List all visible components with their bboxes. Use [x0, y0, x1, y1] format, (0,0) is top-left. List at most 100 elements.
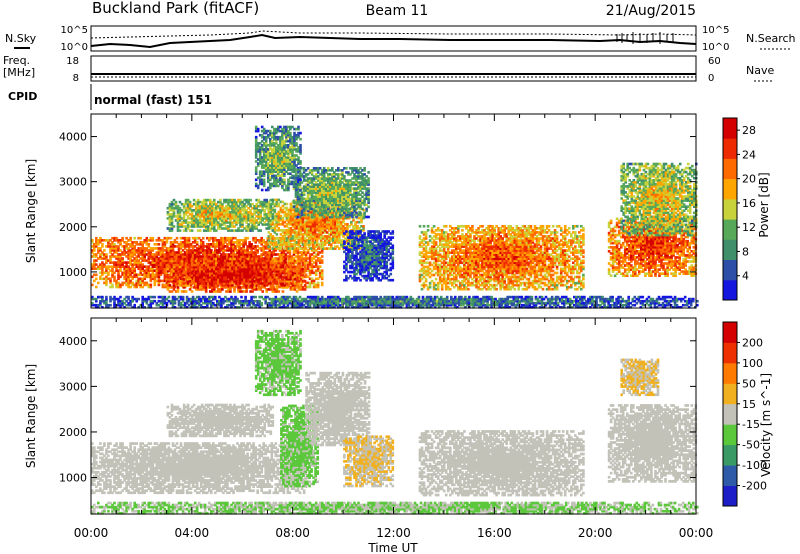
power-data-cell	[280, 255, 284, 258]
power-data-cell	[262, 261, 265, 264]
power-data-cell	[181, 241, 185, 244]
power-data-cell	[117, 239, 120, 242]
power-data-cell	[95, 273, 98, 277]
power-data-cell	[153, 247, 157, 250]
power-data-cell	[208, 243, 211, 246]
power-data-cell	[115, 239, 118, 242]
power-data-cell	[201, 241, 205, 244]
power-data-cell	[135, 279, 138, 283]
power-data-cell	[212, 255, 215, 258]
power-data-cell	[302, 213, 306, 217]
power-data-cell	[254, 241, 257, 244]
power-data-cell	[187, 249, 191, 252]
power-data-cell	[187, 251, 191, 254]
power-data-cell	[127, 247, 130, 250]
power-data-cell	[145, 281, 149, 285]
power-data-cell	[125, 279, 128, 283]
power-data-cell	[111, 275, 114, 279]
cpid-label: CPID	[8, 90, 37, 103]
power-data-cell	[165, 251, 169, 254]
power-data-cell	[206, 245, 209, 248]
power-data-cell	[93, 261, 96, 264]
power-data-cell	[203, 255, 207, 258]
power-data-cell	[147, 285, 151, 289]
power-data-cell	[111, 255, 114, 258]
power-data-cell	[234, 241, 237, 244]
power-data-cell	[131, 245, 134, 248]
power-data-cell	[181, 265, 185, 268]
power-data-cell	[101, 245, 104, 248]
power-data-cell	[119, 257, 122, 260]
power-data-cell	[125, 241, 128, 244]
power-data-cell	[214, 239, 217, 242]
power-data-cell	[175, 241, 179, 244]
power-data-cell	[185, 255, 189, 258]
power-data-cell	[179, 251, 183, 254]
power-data-cell	[210, 245, 213, 248]
power-data-cell	[125, 265, 128, 268]
freq-label: Freq.	[3, 54, 30, 67]
power-data-cell	[131, 269, 134, 272]
power-data-cell	[121, 239, 124, 242]
power-data-cell	[153, 273, 157, 277]
power-data-cell	[139, 251, 142, 254]
power-data-cell	[188, 200, 192, 204]
power-data-cell	[303, 280, 307, 283]
power-data-cell	[183, 255, 187, 258]
power-data-cell	[226, 249, 229, 252]
power-data-cell	[157, 277, 161, 281]
power-data-cell	[254, 245, 257, 248]
power-data-cell	[137, 279, 140, 283]
power-data-cell	[105, 281, 108, 285]
power-data-cell	[137, 273, 140, 277]
power-data-cell	[214, 247, 217, 250]
power-data-cell	[127, 281, 130, 285]
power-data-cell	[141, 263, 144, 266]
power-data-cell	[127, 249, 130, 252]
power-data-cell	[117, 259, 120, 262]
power-data-cell	[256, 251, 259, 254]
power-data-cell	[93, 243, 96, 246]
power-data-cell	[173, 245, 177, 248]
power-data-cell	[115, 281, 118, 285]
power-data-cell	[286, 251, 290, 254]
power-data-cell	[99, 241, 102, 244]
power-data-cell	[179, 277, 183, 281]
power-data-cell	[218, 251, 221, 254]
power-data-cell	[190, 229, 194, 232]
power-data-cell	[113, 279, 116, 283]
power-data-cell	[265, 198, 268, 202]
power-data-cell	[99, 239, 102, 242]
power-data-cell	[232, 249, 235, 252]
power-data-cell	[119, 241, 122, 244]
power-data-cell	[262, 239, 265, 242]
power-data-cell	[123, 277, 126, 281]
power-data-cell	[212, 241, 215, 244]
power-data-cell	[129, 257, 132, 260]
power-data-cell	[133, 259, 136, 262]
power-data-cell	[153, 275, 157, 279]
power-data-cell	[113, 247, 116, 250]
power-data-cell	[129, 275, 132, 279]
power-data-cell	[111, 245, 114, 248]
power-data-cell	[119, 283, 122, 287]
power-data-cell	[153, 261, 157, 264]
power-data-cell	[155, 257, 159, 260]
power-data-cell	[242, 245, 245, 248]
power-data-cell	[254, 253, 257, 256]
power-data-cell	[219, 257, 222, 261]
freq-panel-frame	[90, 55, 697, 82]
power-data-cell	[91, 275, 94, 279]
power-data-cell	[238, 251, 241, 254]
power-data-cell	[240, 255, 243, 258]
power-data-cell	[139, 265, 142, 268]
power-data-cell	[91, 283, 94, 287]
power-data-cell	[183, 239, 187, 242]
power-data-cell	[135, 243, 138, 246]
power-data-cell	[199, 245, 203, 248]
power-data-cell	[157, 261, 161, 264]
power-data-cell	[135, 257, 138, 260]
power-data-cell	[193, 249, 197, 252]
power-data-cell	[143, 271, 146, 275]
power-data-cell	[183, 247, 187, 250]
